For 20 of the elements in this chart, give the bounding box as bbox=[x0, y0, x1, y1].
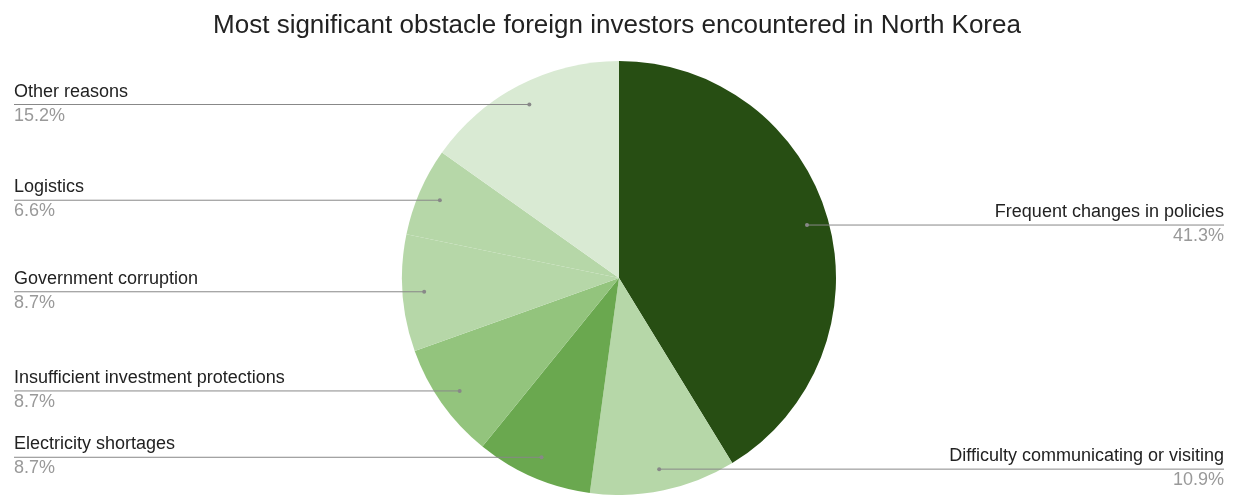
data-label: 8.7% bbox=[14, 457, 56, 478]
pie-slice bbox=[441, 61, 619, 278]
pie-slice bbox=[482, 278, 619, 494]
data-label: 41.3% bbox=[1172, 225, 1224, 246]
pie-slice bbox=[589, 278, 733, 495]
pie-slice bbox=[414, 278, 619, 447]
data-label: 10.9% bbox=[1172, 469, 1224, 490]
data-label: 6.6% bbox=[14, 200, 56, 221]
data-label: 8.7% bbox=[14, 291, 56, 312]
slice-label: Government corruption bbox=[14, 267, 199, 288]
slice-label: Difficulty communicating or visiting bbox=[949, 445, 1224, 466]
data-label: 8.7% bbox=[14, 390, 56, 411]
slice-label: Electricity shortages bbox=[14, 433, 176, 454]
slice-label: Insufficient investment protections bbox=[14, 366, 285, 387]
chart-title: Most significant obstacle foreign investors encountered in North Korea bbox=[213, 9, 1022, 39]
slice-label: Logistics bbox=[14, 176, 85, 197]
slice-label: Other reasons bbox=[14, 80, 129, 101]
slice-label: Frequent changes in policies bbox=[994, 201, 1224, 222]
data-label: 15.2% bbox=[14, 104, 66, 125]
pie-slice bbox=[619, 61, 836, 464]
